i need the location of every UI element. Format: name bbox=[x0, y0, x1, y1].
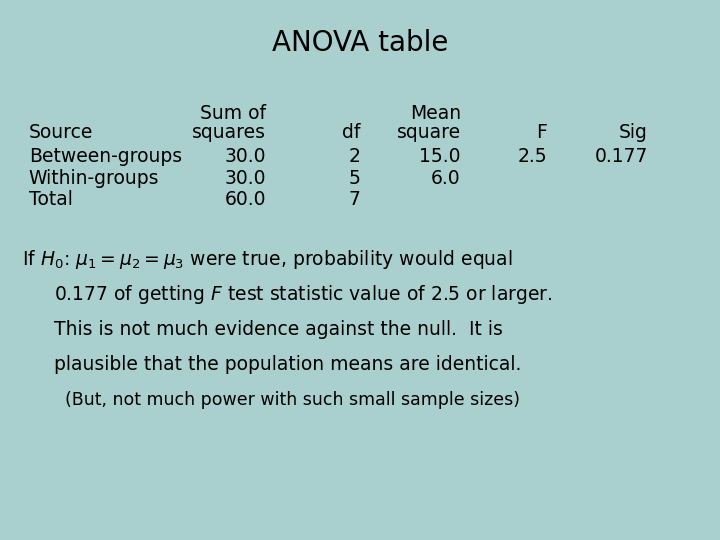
Text: 30.0: 30.0 bbox=[225, 147, 266, 166]
Text: 0.177: 0.177 bbox=[595, 147, 648, 166]
Text: ANOVA table: ANOVA table bbox=[272, 29, 448, 57]
Text: 0.177 of getting $\mathit{F}$ test statistic value of 2.5 or larger.: 0.177 of getting $\mathit{F}$ test stati… bbox=[54, 283, 552, 306]
Text: 6.0: 6.0 bbox=[431, 168, 461, 188]
Text: square: square bbox=[397, 123, 461, 142]
Text: This is not much evidence against the null.  It is: This is not much evidence against the nu… bbox=[54, 320, 503, 339]
Text: Source: Source bbox=[29, 123, 93, 142]
Text: 2: 2 bbox=[348, 147, 360, 166]
Text: Total: Total bbox=[29, 190, 73, 210]
Text: df: df bbox=[341, 123, 360, 142]
Text: 30.0: 30.0 bbox=[225, 168, 266, 188]
Text: (But, not much power with such small sample sizes): (But, not much power with such small sam… bbox=[65, 390, 520, 409]
Text: If $\mathit{H}_0$: $\mu_1 = \mu_2 = \mu_3$ were true, probability would equal: If $\mathit{H}_0$: $\mu_1 = \mu_2 = \mu_… bbox=[22, 248, 513, 271]
Text: Between-groups: Between-groups bbox=[29, 147, 182, 166]
Text: 7: 7 bbox=[348, 190, 360, 210]
Text: Sig: Sig bbox=[619, 123, 648, 142]
Text: 15.0: 15.0 bbox=[419, 147, 461, 166]
Text: plausible that the population means are identical.: plausible that the population means are … bbox=[54, 355, 521, 374]
Text: F: F bbox=[536, 123, 547, 142]
Text: squares: squares bbox=[192, 123, 266, 142]
Text: 5: 5 bbox=[348, 168, 360, 188]
Text: Mean: Mean bbox=[410, 104, 461, 123]
Text: Within-groups: Within-groups bbox=[29, 168, 159, 188]
Text: 60.0: 60.0 bbox=[225, 190, 266, 210]
Text: Sum of: Sum of bbox=[200, 104, 266, 123]
Text: 2.5: 2.5 bbox=[518, 147, 547, 166]
